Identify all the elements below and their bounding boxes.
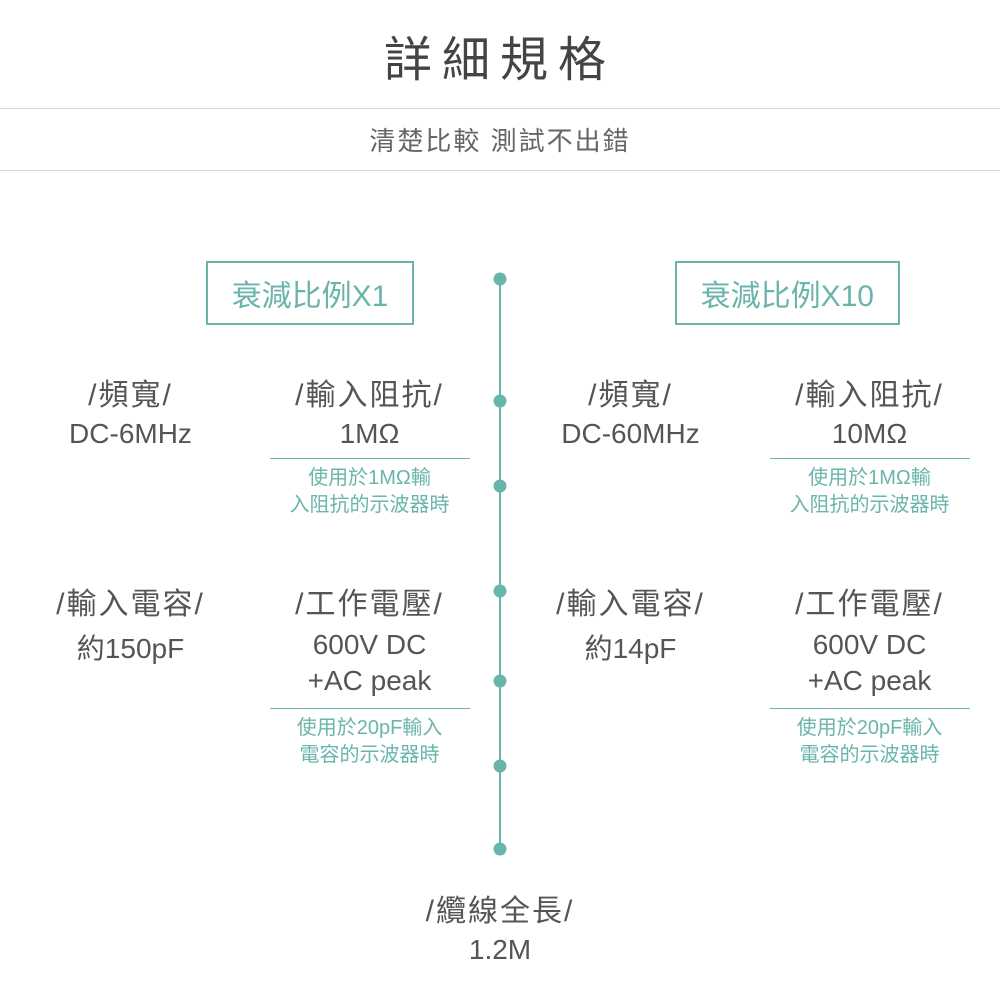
spec-label: /工作電壓/ <box>755 579 984 623</box>
header-section: 詳細規格 清楚比較 測試不出錯 <box>0 0 1000 171</box>
spec-note: 使用於20pF輸入電容的示波器時 <box>270 708 470 769</box>
spec-value: 1.2M <box>350 934 650 966</box>
right-row-1: /頻寬/ DC-60MHz /輸入阻抗/ 10MΩ 使用於1MΩ輸入阻抗的示波器… <box>500 370 1000 519</box>
right-impedance-item: /輸入阻抗/ 10MΩ 使用於1MΩ輸入阻抗的示波器時 <box>755 370 984 519</box>
right-column-header: 衰減比例X10 <box>675 261 900 325</box>
spec-value: 約150pF <box>16 627 245 667</box>
spec-label: /頻寬/ <box>16 370 245 414</box>
spec-label: /纜線全長/ <box>350 886 650 930</box>
right-row-2: /輸入電容/ 約14pF /工作電壓/ 600V DC+AC peak 使用於2… <box>500 579 1000 769</box>
spec-label: /頻寬/ <box>516 370 745 414</box>
right-bandwidth-item: /頻寬/ DC-60MHz <box>516 370 745 519</box>
spec-label: /輸入阻抗/ <box>255 370 484 414</box>
right-capacitance-item: /輸入電容/ 約14pF <box>516 579 745 769</box>
spec-label: /工作電壓/ <box>255 579 484 623</box>
spec-note: 使用於1MΩ輸入阻抗的示波器時 <box>770 458 970 519</box>
left-bandwidth-item: /頻寬/ DC-6MHz <box>16 370 245 519</box>
spec-value: DC-60MHz <box>516 418 745 450</box>
right-voltage-item: /工作電壓/ 600V DC+AC peak 使用於20pF輸入電容的示波器時 <box>755 579 984 769</box>
cable-length-item: /纜線全長/ 1.2M <box>350 886 650 966</box>
page-title: 詳細規格 <box>0 20 1000 90</box>
spec-value: 約14pF <box>516 627 745 667</box>
left-row-1: /頻寬/ DC-6MHz /輸入阻抗/ 1MΩ 使用於1MΩ輸入阻抗的示波器時 <box>0 370 500 519</box>
left-voltage-item: /工作電壓/ 600V DC+AC peak 使用於20pF輸入電容的示波器時 <box>255 579 484 769</box>
left-column-header: 衰減比例X1 <box>206 261 415 325</box>
spec-label: /輸入電容/ <box>16 579 245 623</box>
spec-value: 10MΩ <box>755 418 984 450</box>
comparison-columns: 衰減比例X1 /頻寬/ DC-6MHz /輸入阻抗/ 1MΩ 使用於1MΩ輸入阻… <box>0 261 1000 961</box>
spec-note: 使用於20pF輸入電容的示波器時 <box>770 708 970 769</box>
left-impedance-item: /輸入阻抗/ 1MΩ 使用於1MΩ輸入阻抗的示波器時 <box>255 370 484 519</box>
spec-value: 600V DC+AC peak <box>755 627 984 700</box>
page-subtitle: 清楚比較 測試不出錯 <box>0 121 1000 158</box>
comparison-content: 衰減比例X1 /頻寬/ DC-6MHz /輸入阻抗/ 1MΩ 使用於1MΩ輸入阻… <box>0 261 1000 961</box>
right-column: 衰減比例X10 /頻寬/ DC-60MHz /輸入阻抗/ 10MΩ 使用於1MΩ… <box>500 261 1000 961</box>
spec-value: 600V DC+AC peak <box>255 627 484 700</box>
spec-label: /輸入阻抗/ <box>755 370 984 414</box>
left-row-2: /輸入電容/ 約150pF /工作電壓/ 600V DC+AC peak 使用於… <box>0 579 500 769</box>
subtitle-bar: 清楚比較 測試不出錯 <box>0 108 1000 171</box>
spec-note: 使用於1MΩ輸入阻抗的示波器時 <box>270 458 470 519</box>
left-column: 衰減比例X1 /頻寬/ DC-6MHz /輸入阻抗/ 1MΩ 使用於1MΩ輸入阻… <box>0 261 500 961</box>
spec-value: 1MΩ <box>255 418 484 450</box>
spec-value: DC-6MHz <box>16 418 245 450</box>
spec-label: /輸入電容/ <box>516 579 745 623</box>
left-capacitance-item: /輸入電容/ 約150pF <box>16 579 245 769</box>
